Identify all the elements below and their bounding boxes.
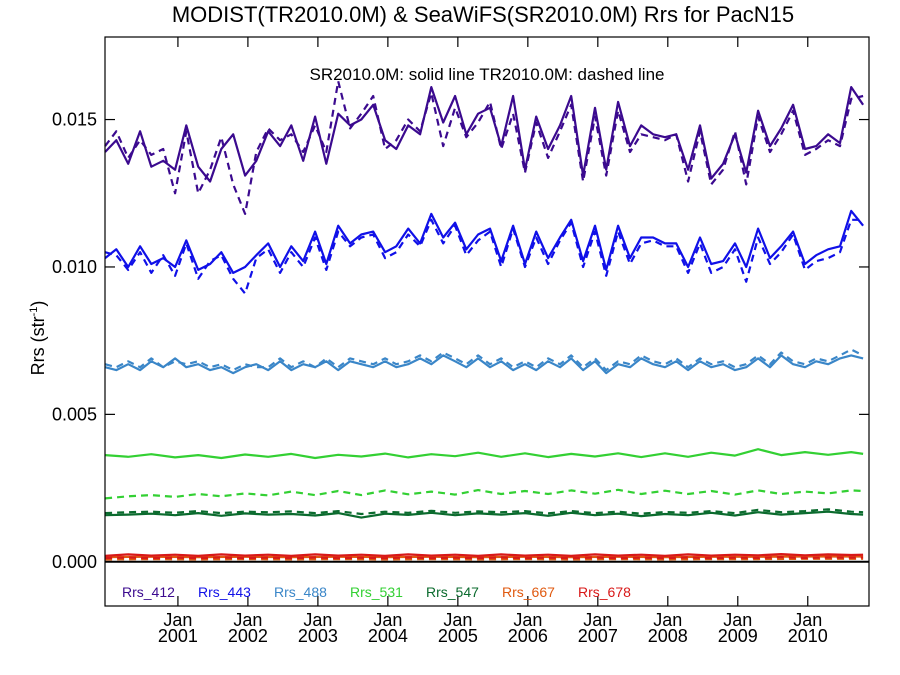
series-line-rrs-412-dashed (104, 80, 864, 215)
x-tick-label-year: 2008 (648, 626, 688, 646)
legend-item-rrs-678: Rrs_678 (578, 584, 631, 600)
legend-item-rrs-531: Rrs_531 (350, 584, 403, 600)
y-axis-label: Rrs (str-1) (28, 301, 48, 376)
series-line-rrs-531-solid (105, 448, 864, 460)
x-tick-label-month: Jan (583, 610, 612, 630)
series-line-rrs-412-solid (104, 85, 865, 183)
chart-subtitle: SR2010.0M: solid line TR2010.0M: dashed … (309, 65, 664, 84)
x-tick-label-year: 2003 (298, 626, 338, 646)
series-line-rrs-667-dashed (105, 557, 864, 561)
series-line-rrs-678-dashed (105, 555, 864, 560)
series-line-rrs-531-dashed (105, 488, 864, 500)
x-tick-label-month: Jan (163, 610, 192, 630)
series-layer (104, 80, 869, 563)
legend-item-rrs-412: Rrs_412 (122, 584, 175, 600)
legend-item-rrs-488: Rrs_488 (274, 584, 327, 600)
x-tick-label-month: Jan (653, 610, 682, 630)
plot-frame (104, 36, 870, 607)
x-tick-label-year: 2007 (578, 626, 618, 646)
x-tick-label-month: Jan (373, 610, 402, 630)
series-line-rrs-547-dashed (105, 508, 864, 516)
series-line-rrs-547-solid (105, 510, 864, 519)
y-axis-label-main: Rrs (str (28, 316, 48, 375)
series-line-rrs-488-solid (104, 354, 864, 375)
x-tick-label-year: 2005 (438, 626, 478, 646)
y-axis-label-tail: ) (28, 301, 48, 307)
x-tick-label-month: Jan (303, 610, 332, 630)
legend: Rrs_412 Rrs_443 Rrs_488 Rrs_531 Rrs_547 Rrs_6… (122, 584, 631, 600)
series-line-rrs-443-solid (104, 209, 864, 274)
x-tick-label-year: 2010 (788, 626, 828, 646)
x-tick-label-year: 2004 (368, 626, 408, 646)
y-tick-label: 0.005 (52, 404, 97, 424)
x-tick-label-year: 2009 (718, 626, 758, 646)
x-tick-label-year: 2002 (228, 626, 268, 646)
x-tick-label-month: Jan (443, 610, 472, 630)
y-tick-label: 0.010 (52, 257, 97, 277)
y-axis-label-superscript: -1 (28, 307, 40, 317)
x-tick-label-year: 2006 (508, 626, 548, 646)
y-tick-label: 0.000 (52, 552, 97, 572)
x-tick-label-month: Jan (723, 610, 752, 630)
x-tick-label-month: Jan (793, 610, 822, 630)
y-tick-label: 0.015 (52, 110, 97, 130)
x-tick-label-month: Jan (513, 610, 542, 630)
x-tick-label-month: Jan (233, 610, 262, 630)
legend-item-rrs-667: Rrs_667 (502, 584, 555, 600)
series-line-rrs-678-solid (105, 552, 864, 558)
legend-item-rrs-547: Rrs_547 (426, 584, 479, 600)
axis-layer: 0.0000.0050.0100.015Jan2001Jan2002Jan200… (52, 37, 869, 646)
x-tick-label-year: 2001 (158, 626, 198, 646)
chart-title: MODIST(TR2010.0M) & SeaWiFS(SR2010.0M) R… (172, 2, 794, 27)
legend-item-rrs-443: Rrs_443 (198, 584, 251, 600)
